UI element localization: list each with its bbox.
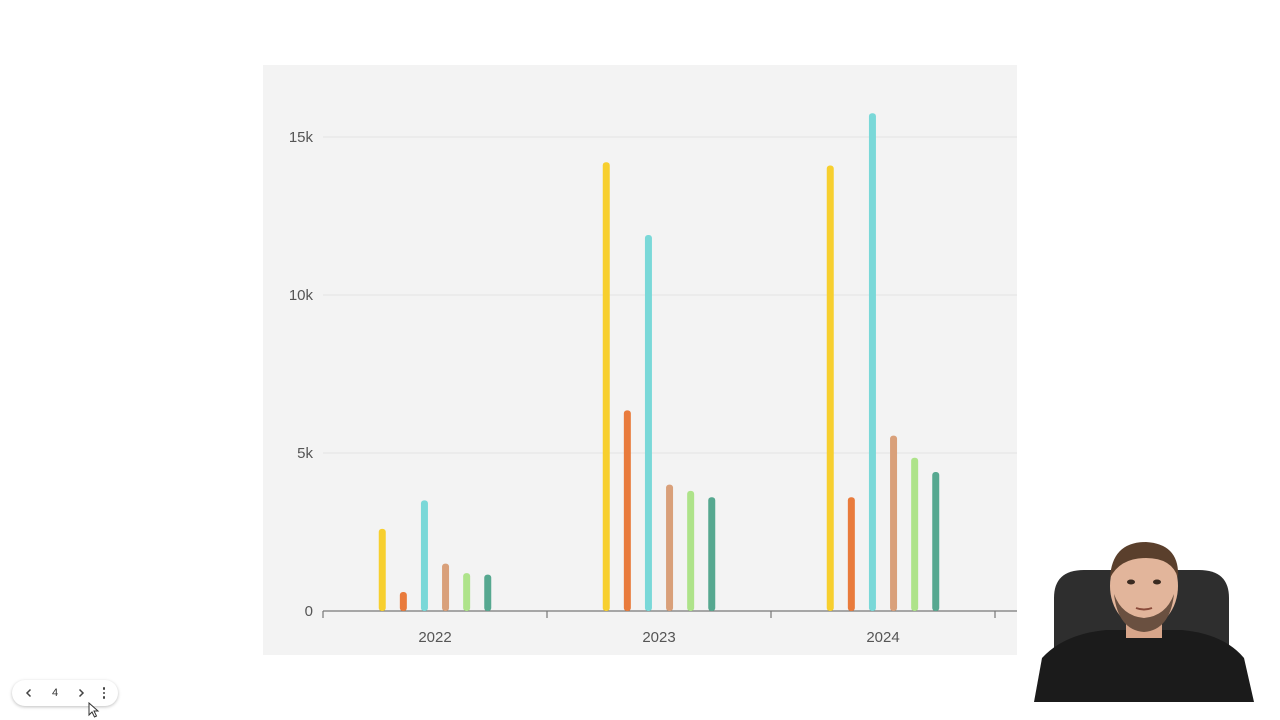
chart-panel: 0 5k 10k 15k 2022 2023 2024 — [263, 65, 1017, 655]
webcam-presenter-icon — [1034, 538, 1254, 702]
bar-2022-series-1 — [378, 528, 386, 611]
bar-2024-series-3 — [868, 113, 876, 612]
more-vertical-icon — [102, 687, 106, 690]
y-tick-label: 5k — [297, 445, 313, 462]
bar-2024-series-5 — [911, 457, 919, 611]
bar-2022-series-5 — [463, 573, 471, 611]
bar-2023-series-2 — [623, 410, 631, 611]
page-number: 4 — [51, 687, 59, 699]
bar-2024-series-2 — [847, 497, 855, 611]
presenter-webcam — [1034, 538, 1254, 702]
x-tick-label: 2024 — [866, 629, 899, 646]
slide-navigation: 4 — [12, 680, 118, 706]
more-dot — [102, 696, 106, 699]
chevron-right-icon — [78, 688, 85, 698]
bar-2023-series-3 — [644, 234, 652, 611]
x-tick-label: 2022 — [418, 629, 451, 646]
bar-2024-series-4 — [890, 435, 898, 611]
y-tick-label: 10k — [289, 287, 314, 304]
bar-2023-series-5 — [687, 490, 695, 611]
next-slide-button[interactable] — [72, 684, 90, 702]
bar-chart: 0 5k 10k 15k 2022 2023 2024 — [289, 113, 1017, 646]
bar-2023-series-1 — [602, 162, 610, 611]
bar-2024-series-1 — [826, 165, 834, 611]
x-tick-label: 2023 — [642, 629, 675, 646]
bar-2024-series-6 — [932, 471, 940, 611]
bar-2022-series-4 — [442, 563, 450, 611]
bar-2023-series-4 — [666, 484, 674, 611]
bar-2022-series-6 — [484, 574, 492, 611]
bar-2022-series-2 — [399, 592, 407, 611]
chevron-left-icon — [25, 688, 32, 698]
y-tick-label: 0 — [305, 603, 313, 620]
mouse-cursor-icon — [88, 702, 100, 718]
previous-slide-button[interactable] — [20, 684, 38, 702]
bar-2023-series-6 — [708, 497, 716, 611]
more-options-button[interactable] — [98, 684, 110, 702]
y-tick-label: 15k — [289, 129, 314, 146]
bar-2022-series-3 — [420, 500, 428, 611]
more-dot — [102, 691, 106, 695]
